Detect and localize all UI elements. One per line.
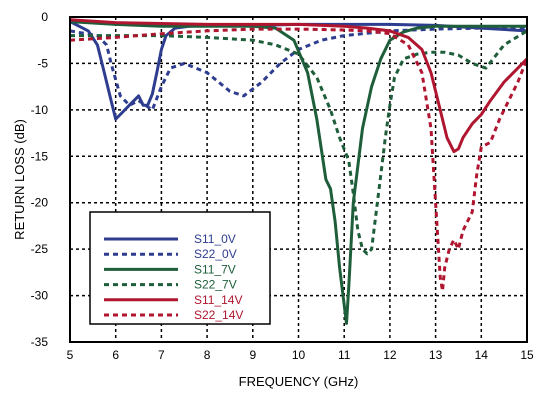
series-line-s11-7v <box>69 20 527 325</box>
legend-label: S22_7V <box>194 278 237 292</box>
x-tick-label: 10 <box>292 348 306 362</box>
y-tick-label: 0 <box>41 10 48 24</box>
x-tick-label: 8 <box>204 348 211 362</box>
x-tick-label: 13 <box>429 348 443 362</box>
legend-label: S11_14V <box>194 293 243 307</box>
x-tick-label: 5 <box>67 348 74 362</box>
x-tick-label: 6 <box>112 348 119 362</box>
y-tick-label: -5 <box>37 56 48 70</box>
y-tick-label: -35 <box>31 335 49 349</box>
series-line-s22-7v <box>70 29 528 256</box>
legend-label: S22_14V <box>194 308 243 322</box>
y-tick-label: -15 <box>31 149 49 163</box>
y-tick-label: -25 <box>31 242 49 256</box>
legend-label: S11_7V <box>194 262 236 276</box>
series-line-s11-14v <box>69 18 529 154</box>
legend-label: S22_0V <box>194 247 237 261</box>
series-line-s22-0v <box>69 26 528 112</box>
plot-frame <box>69 16 528 343</box>
tick-labels: 5 6 7 8 9 10 11 12 13 14 15 0 -5 -10 -15 -20 -25 -30 -35 <box>31 10 534 362</box>
x-tick-label: 14 <box>475 348 489 362</box>
x-tick-label: 11 <box>338 348 351 362</box>
legend-box <box>89 211 271 325</box>
legend-label: S11_0V <box>194 232 236 246</box>
series-layer <box>69 18 529 325</box>
x-axis-title: FREQUENCY (GHz) <box>239 374 359 389</box>
y-tick-label: -30 <box>31 289 49 303</box>
y-tick-label: -10 <box>31 103 49 117</box>
y-axis-title: RETURN LOSS (dB) <box>12 119 27 240</box>
y-tick-label: -20 <box>31 196 49 210</box>
x-tick-label: 9 <box>249 348 256 362</box>
series-line-s11-0v <box>69 20 528 121</box>
x-tick-label: 12 <box>383 348 397 362</box>
x-tick-label: 15 <box>520 348 534 362</box>
x-tick-label: 7 <box>158 348 165 362</box>
